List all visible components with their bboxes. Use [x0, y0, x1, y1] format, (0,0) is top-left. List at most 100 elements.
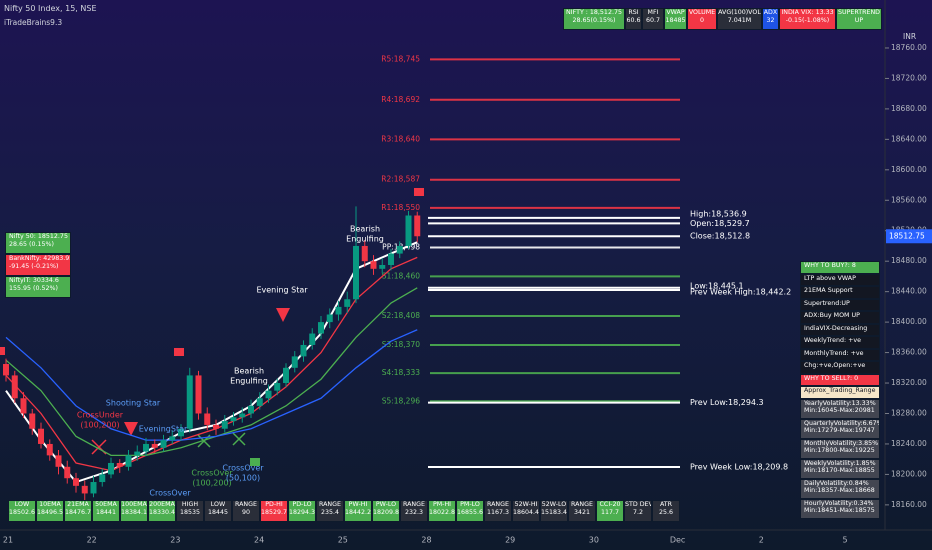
sidebar-cell: Chg:+ve,Open:+ve: [800, 361, 880, 374]
sidebar-cell: HourlyVolatility:0.34% Min:18451-Max:1857…: [800, 498, 880, 519]
sidebar-cell: DailyVolatility:0.84% Min:18357-Max:18668: [800, 478, 880, 499]
bottom-table-cell: PW-LO 18209.8: [372, 500, 400, 522]
cell-text: Approx_Trading_Range: [804, 387, 876, 394]
bottom-table-cell: HIGH 18535: [176, 500, 204, 522]
bottom-table-cell: ATR 25.6: [652, 500, 680, 522]
bottom-table-cell: 52W-HI 18604.4: [512, 500, 540, 522]
candle-body: [151, 443, 158, 448]
cell-text: SUPERTREND: [837, 9, 881, 16]
indicator-name: iTradeBrains9.3: [4, 18, 63, 27]
level-label: Open:18,529.7: [690, 219, 750, 228]
cell-text: INDIA VIX: 13.33: [781, 9, 834, 16]
y-tick-label: 18320.00: [891, 378, 927, 387]
cell-text: -91.45 (-0.21%): [9, 262, 59, 270]
cross-marker: [232, 432, 246, 446]
cell-text: WeeklyVolatility:1.85%: [804, 459, 876, 467]
x-tick-label: 30: [589, 536, 599, 545]
cell-text: 90: [241, 508, 250, 516]
cell-text: 21EMA: [67, 501, 89, 508]
candle-body: [125, 455, 132, 467]
x-tick-label: 25: [338, 536, 348, 545]
candle-body: [388, 253, 394, 265]
bottom-table-cell: RANGE 235.4: [316, 500, 344, 522]
cell-text: Min:18451-Max:18575: [804, 507, 875, 514]
cell-text: 18441: [95, 508, 117, 516]
cell-text: 18535: [179, 508, 201, 516]
cell-text: Nifty 50: 18512.75: [9, 233, 68, 240]
candle-body: [143, 443, 149, 452]
cell-text: PD-HI: [265, 501, 283, 508]
left-box-cell: BankNifty: 42983.95 -91.45 (-0.21%): [5, 254, 71, 276]
sidebar-cell: MonthlyTrend: +ve: [800, 348, 880, 361]
candle-body: [396, 245, 403, 254]
sidebar-cell: WeeklyVolatility:1.85% Min:18170-Max:1885…: [800, 458, 880, 479]
annotation: Shooting Star: [106, 399, 161, 408]
price-tag-label: 18512.75: [889, 231, 925, 240]
y-tick-label: 18480.00: [891, 256, 927, 265]
bottom-table-cell: 100EMA 18384.1: [120, 500, 148, 522]
annotation: EveningStar: [139, 425, 188, 434]
x-tick-label: 24: [254, 536, 264, 545]
y-tick-label: 18720.00: [891, 73, 927, 82]
bottom-table-cell: PD-LO 18294.3: [288, 500, 316, 522]
cell-text: 117.7: [600, 508, 620, 516]
y-tick-label: 18560.00: [891, 195, 927, 204]
sidebar-cell: WHY TO BUY?: 8: [800, 261, 880, 274]
cell-text: LOW: [14, 501, 30, 508]
sidebar-cell: LTP above VWAP: [800, 273, 880, 286]
pivot-label: S3:18,370: [382, 340, 421, 349]
candle-body: [195, 375, 202, 414]
cell-text: 18442.2: [345, 508, 372, 516]
y-tick-label: 18440.00: [891, 287, 927, 296]
signal-marker: [414, 188, 424, 196]
cell-text: 52W-LO: [541, 501, 567, 508]
candle-body: [291, 356, 298, 368]
sidebar-cell: IndiaVIX-Decreasing: [800, 323, 880, 336]
annotation: Engulfing: [346, 235, 384, 244]
y-tick-label: 18680.00: [891, 104, 927, 113]
candle-body: [178, 428, 184, 437]
candle-body: [405, 215, 412, 246]
bottom-table-cell: RANGE 1167.3: [484, 500, 512, 522]
cell-text: VWAP: [666, 9, 685, 16]
x-tick-label: 22: [87, 536, 97, 545]
cell-text: Min:18170-Max:18855: [804, 467, 875, 474]
bottom-table-cell: 21EMA 18476.7: [64, 500, 92, 522]
cell-text: 7.2: [632, 508, 643, 516]
cell-text: Min:16045-Max:20981: [804, 407, 875, 414]
pivot-label: S4:18,333: [382, 368, 421, 377]
cell-text: 235.4: [320, 508, 340, 516]
cell-text: -0.15(-1.08%): [785, 16, 830, 24]
cell-text: 21EMA Support: [804, 287, 853, 294]
cell-text: IndiaVIX-Decreasing: [804, 324, 868, 332]
x-tick-label: 21: [3, 536, 13, 545]
cell-text: Min:18357-Max:18668: [804, 487, 875, 494]
pattern-marker: [276, 308, 290, 322]
y-tick-label: 18240.00: [891, 439, 927, 448]
cell-text: 60.6: [626, 16, 641, 24]
cell-text: 100EMA: [121, 501, 147, 508]
candle-body: [108, 462, 114, 475]
pivot-label: R2:18,587: [381, 175, 420, 184]
x-tick-label: 2: [759, 536, 764, 545]
cell-text: 232.3: [404, 508, 424, 516]
candle-body: [283, 367, 289, 384]
cell-text: VOLUME: [688, 9, 716, 16]
top-table-cell: VOLUME 0: [687, 8, 717, 30]
cell-text: 16855.6: [457, 508, 484, 516]
cell-text: 18502.6: [9, 508, 36, 516]
level-label: Prev Week Low:18,209.8: [690, 462, 788, 471]
candle-body: [204, 413, 211, 425]
sidebar-cell: MonthlyVolatility:3.85% Min:17800-Max:192…: [800, 438, 880, 459]
cell-text: NIFTY : 18,512.75: [566, 9, 622, 16]
cell-text: 18022.8: [429, 508, 456, 516]
left-box-cell: NiftyIT: 30334.6 155.95 (0.52%): [5, 276, 71, 298]
pivot-label: R3:18,640: [381, 134, 420, 143]
price-tag: [886, 229, 932, 244]
cell-text: STD DEV: [625, 501, 652, 508]
level-label: Low:18,445.1: [690, 281, 744, 290]
cell-text: 28.65 (0.15%): [9, 240, 54, 248]
candle-body: [221, 421, 228, 429]
candle-body: [370, 261, 377, 269]
